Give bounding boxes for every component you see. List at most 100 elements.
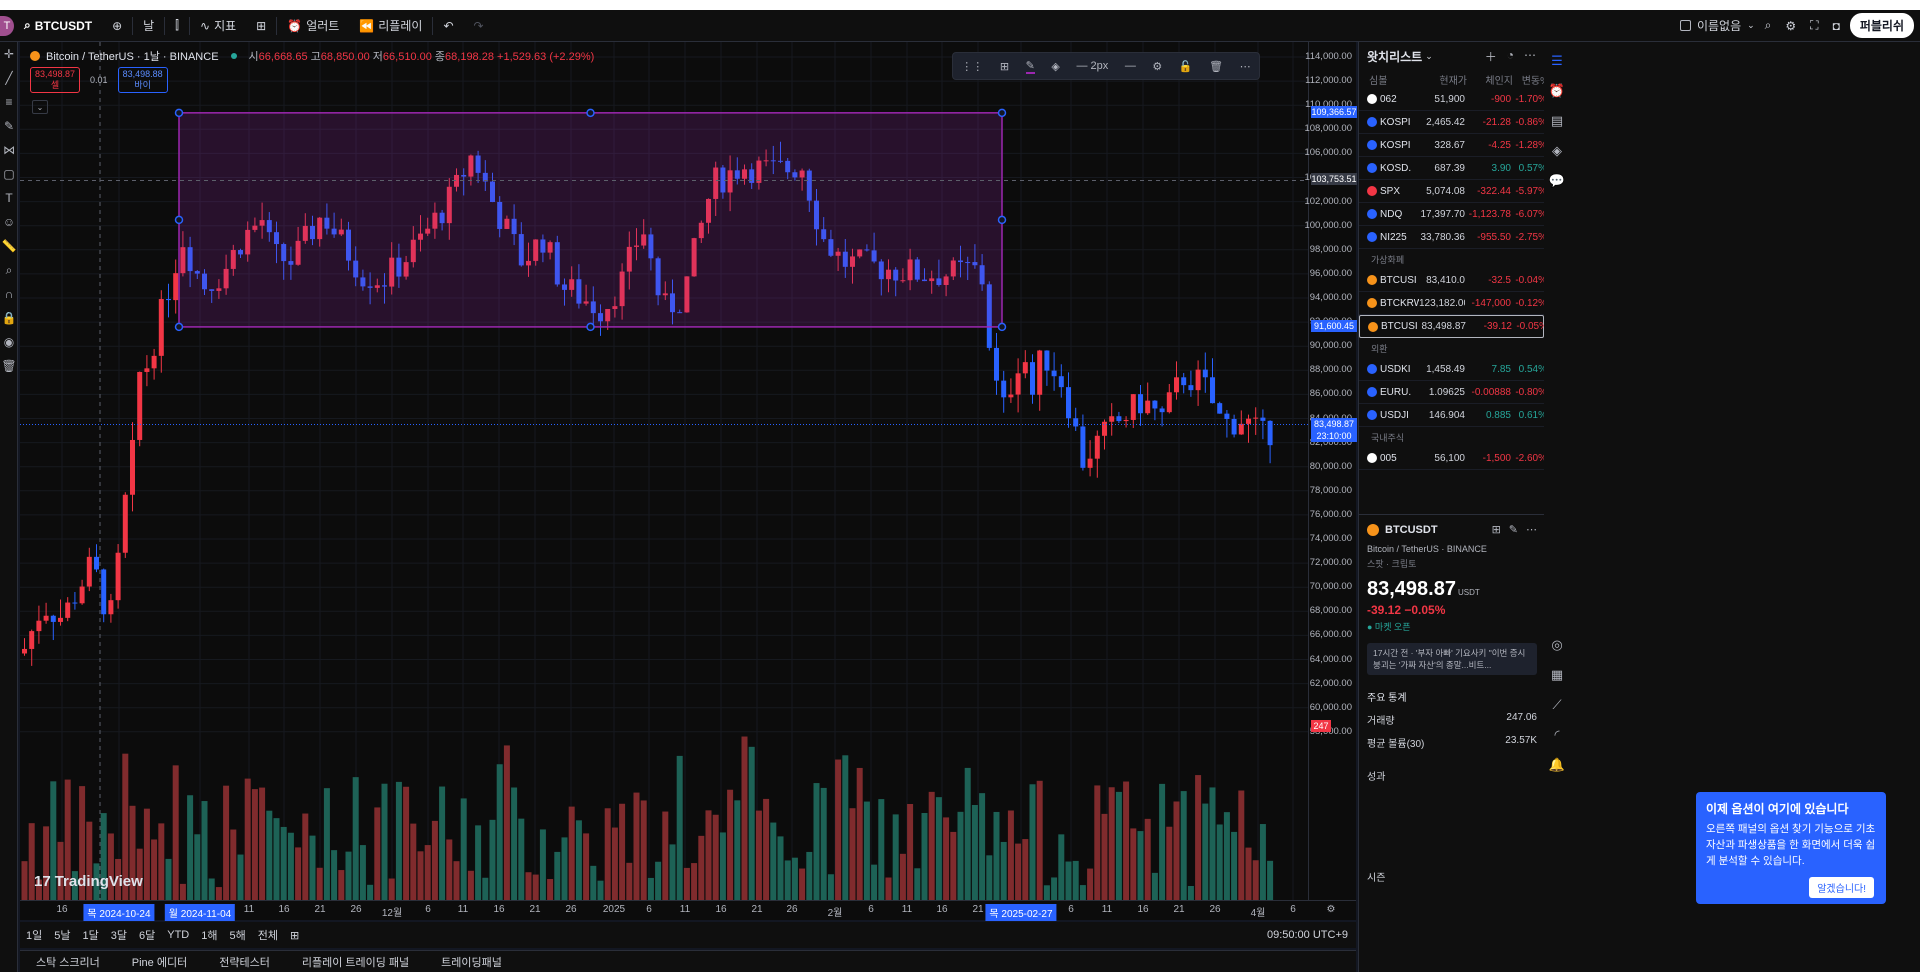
bottom-tab[interactable]: 스탁 스크리너 (36, 956, 100, 969)
drag-handle-icon[interactable]: ⋮⋮ (961, 60, 984, 73)
alerts-button[interactable]: ⏰ 얼러트 (277, 10, 349, 42)
watchlist-row[interactable]: SPX 5,074.08 -322.44 -5.97% (1359, 180, 1547, 203)
user-avatar[interactable]: T (0, 15, 14, 36)
fill-color-icon[interactable]: ◈ (1051, 60, 1060, 73)
text-icon[interactable]: T (5, 191, 13, 205)
range-button[interactable]: 3달 (110, 930, 127, 942)
range-button[interactable]: 1달 (82, 930, 99, 942)
more-icon[interactable]: ⋯ (1239, 60, 1251, 73)
line-style-icon[interactable]: — (1124, 60, 1136, 72)
compare-symbol-button[interactable]: ⊕ (102, 10, 132, 42)
trash-icon[interactable]: 🗑 (1, 359, 17, 373)
details-description[interactable]: Bitcoin / TetherUS · BINANCE (1367, 544, 1487, 554)
time-axis[interactable]: 16 목 2024-10-24 월 2024-11-04 11 16 21 26 12월 6 11… (20, 900, 1356, 921)
chevron-down-icon[interactable]: ⌄ (1425, 50, 1433, 61)
zoom-icon[interactable]: ⌕ (5, 262, 13, 277)
tooltip-ok-button[interactable]: 알겠습니다! (1809, 877, 1874, 898)
layout-name[interactable]: 이름없음 (1696, 19, 1742, 33)
watchlist-row[interactable]: BTCKRW 123,182.00 -147,000 -0.12% (1359, 292, 1547, 315)
bell-icon[interactable]: 🔔 (1548, 757, 1566, 772)
magnet-icon[interactable]: ∩ (4, 287, 14, 301)
watchlist-row[interactable]: NI225 33,780.36 -955.50 -2.75% (1359, 226, 1547, 249)
timezone-clock[interactable]: 09:50:00 UTC+9 (1266, 929, 1348, 941)
watchlist-section-crypto[interactable]: 가상화폐 (1371, 254, 1405, 265)
bottom-tab[interactable]: Pine 에디터 (131, 956, 188, 969)
redo-button[interactable]: ↷ (464, 10, 494, 42)
watchlist-section-fx[interactable]: 외환 (1371, 343, 1388, 354)
undo-button[interactable]: ↶ (433, 10, 463, 42)
pattern-icon[interactable]: ⋈ (3, 143, 15, 157)
replay-button[interactable]: ⏪ 리플레이 (349, 10, 432, 42)
settings-gear-icon[interactable]: ⚙ (1785, 18, 1797, 33)
watchlist-row[interactable]: USDKI 1,458.49 7.85 0.54% (1359, 358, 1547, 381)
line-color-icon[interactable]: ✎ (1025, 59, 1035, 74)
bottom-tab[interactable]: 리플레이 트레이딩 패널 (301, 956, 410, 969)
goto-date-icon[interactable]: ⊞ (290, 929, 300, 942)
range-button[interactable]: 전체 (257, 930, 278, 942)
chevron-down-icon[interactable]: ⌄ (1747, 20, 1755, 30)
quick-search-icon[interactable]: ⌕ (1764, 18, 1772, 32)
watchlist-column-header[interactable]: 현재가 (1439, 75, 1467, 87)
price-scale[interactable]: 114,000.00 112,000.00 110,000.00 108,000.00… (1304, 42, 1357, 920)
data-window-icon[interactable]: ▤ (1550, 113, 1564, 128)
line-width-button[interactable]: — 2px (1076, 60, 1109, 72)
target-icon[interactable]: ◎ (1551, 637, 1563, 652)
watchlist-row[interactable]: BTCUSI 83,410.0 -32.5 -0.04% (1359, 269, 1547, 292)
more-icon[interactable]: ⋯ (1526, 524, 1537, 536)
interval-button[interactable]: 날 (143, 19, 155, 33)
watchlist-row[interactable]: BTCUSI 83,498.87 -39.12 -0.05% (1359, 315, 1548, 338)
legend-collapse-button[interactable]: ⌄ (32, 100, 48, 114)
range-button[interactable]: 1일 (26, 930, 43, 942)
shapes-icon[interactable]: ▢ (3, 167, 15, 181)
templates-button[interactable]: ⊞ (246, 10, 276, 42)
fullscreen-icon[interactable]: ⛶ (1810, 18, 1819, 32)
emoji-icon[interactable]: ☺ (2, 215, 16, 229)
templates-icon[interactable]: ⊞ (999, 60, 1010, 73)
range-button[interactable]: 6달 (139, 930, 156, 942)
alerts-clock-icon[interactable]: ⏰ (1548, 83, 1566, 98)
chart-type-button[interactable]: ⫿ (165, 10, 189, 42)
range-button[interactable]: YTD (167, 929, 190, 941)
legend-title[interactable]: Bitcoin / TetherUS · 1날 · BINANCE (46, 51, 219, 63)
watchlist-row[interactable]: NDQ 17,397.70 -1,123.78 -6.07% (1359, 203, 1547, 226)
eye-icon[interactable]: ◉ (3, 335, 15, 349)
fib-icon[interactable]: ≡ (5, 95, 13, 109)
watchlist-section-kr[interactable]: 국내주식 (1371, 432, 1405, 443)
bottom-tab[interactable]: 전략테스터 (219, 956, 270, 969)
watchlist-row[interactable]: 005 56,100 -1,500 -2.60% (1359, 447, 1547, 470)
edit-icon[interactable]: ✎ (1508, 524, 1518, 536)
bottom-tab[interactable]: 트레이딩패널 (441, 956, 502, 969)
chart-pane[interactable] (20, 42, 1308, 920)
settings-icon[interactable]: ⚙ (1152, 60, 1163, 73)
lock-drawings-icon[interactable]: 🔒 (1, 311, 17, 325)
lock-icon[interactable]: 🔓 (1178, 60, 1193, 73)
watchlist-row[interactable]: EURU. 1.09625 -0.00888 -0.80% (1359, 381, 1547, 404)
trendline-icon[interactable]: ╱ (5, 71, 13, 85)
crosshair-icon[interactable]: ✛ (3, 47, 15, 61)
chart-line-icon[interactable]: ⟋ (1552, 697, 1562, 712)
advanced-view-icon[interactable]: ◔ (1506, 47, 1514, 62)
watchlist-column-header[interactable]: 심볼 (1369, 75, 1388, 87)
layers-icon[interactable]: ◈ (1552, 143, 1562, 158)
delete-icon[interactable]: 🗑 (1209, 60, 1224, 73)
watchlist-title[interactable]: 왓치리스트 (1367, 49, 1423, 64)
buy-button[interactable]: 83,498.88 바이 (117, 67, 168, 93)
ruler-icon[interactable]: 📏 (1, 239, 17, 253)
range-button[interactable]: 1해 (201, 930, 218, 942)
watchlist-row[interactable]: KOSPI 2,465.42 -21.28 -0.86% (1359, 111, 1547, 134)
watchlist-row[interactable]: 062 51,900 -900 -1.70% (1359, 88, 1547, 111)
news-item[interactable]: 17시간 전 · '부자 아빠' 기요사키 "이번 증시 붕괴는 '가짜 자산'… (1367, 643, 1537, 675)
publish-button[interactable]: 퍼블리쉬 (1849, 13, 1914, 38)
range-button[interactable]: 5해 (229, 930, 246, 942)
brush-icon[interactable]: ✎ (3, 119, 15, 133)
symbol-search-button[interactable]: ⌕ BTCUSDT (14, 10, 102, 42)
indicators-button[interactable]: ∿ 지표 (190, 10, 246, 42)
grid-icon[interactable]: ⊞ (1491, 524, 1501, 536)
details-symbol[interactable]: BTCUSDT (1385, 523, 1438, 536)
range-button[interactable]: 5날 (54, 930, 71, 942)
watchlist-column-header[interactable]: 변동% (1521, 75, 1549, 87)
calendar-icon[interactable]: ▦ (1550, 667, 1564, 682)
watchlist-row[interactable]: KOSPI 328.67 -4.25 -1.28% (1359, 134, 1547, 157)
sell-button[interactable]: 83,498.87 셀 (30, 67, 81, 93)
more-icon[interactable]: ⋯ (1524, 47, 1536, 62)
